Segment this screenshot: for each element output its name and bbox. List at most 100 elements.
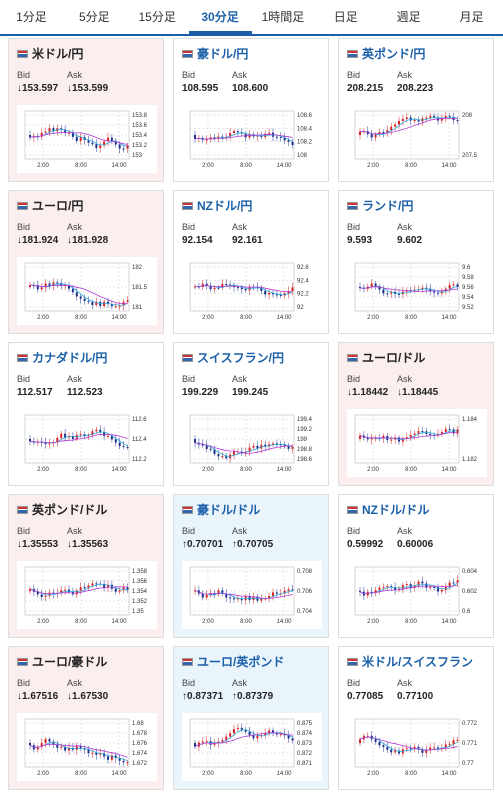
- pair-name[interactable]: カナダドル/円: [17, 349, 107, 366]
- y-tick-label: 1.352: [132, 599, 148, 605]
- candle: [56, 437, 59, 443]
- candle: [382, 745, 385, 748]
- candle: [409, 434, 412, 438]
- rate-card[interactable]: NZドル/円 Bid Ask 92.154 92.161 92.6 92.4 92.2 92 2:…: [173, 190, 329, 334]
- rate-card[interactable]: カナダドル/円 Bid Ask 112.517 112.523 112.6 112.4 112…: [8, 342, 164, 486]
- tab-2[interactable]: 15分足: [138, 10, 176, 24]
- pair-name[interactable]: ユーロ/円: [17, 197, 83, 214]
- candle: [126, 587, 129, 590]
- pair-name[interactable]: 豪ドル/円: [182, 45, 248, 62]
- rate-card[interactable]: ランド/円 Bid Ask 9.593 9.602 9.6 9.58 9.56 9.54 9.52…: [338, 190, 494, 334]
- candle: [221, 136, 224, 138]
- y-tick-label: 1.184: [462, 417, 478, 423]
- rate-card[interactable]: ユーロ/豪ドル Bid Ask ↓1.67516 ↓1.67530 1.68 1.678 1.…: [8, 646, 164, 790]
- candle: [382, 131, 385, 134]
- rate-card[interactable]: 米ドル/円 Bid Ask ↓153.597 ↓153.599 153.8 153.6 153…: [8, 38, 164, 182]
- candle: [437, 292, 439, 294]
- rate-card[interactable]: ユーロ/ドル Bid Ask ↓1.18442 ↓1.18445 1.184 1.182 2:…: [338, 342, 494, 486]
- pair-name[interactable]: ユーロ/英ポンド: [182, 653, 284, 670]
- ask-label: Ask: [67, 526, 83, 536]
- candle: [283, 590, 286, 594]
- ask-value: ↓181.928: [67, 235, 109, 246]
- candle: [409, 117, 412, 121]
- rate-card[interactable]: 英ポンド/円 Bid Ask 208.215 208.223 208 207.5 2:00 8:…: [338, 38, 494, 182]
- pair-name[interactable]: ユーロ/ドル: [347, 349, 425, 366]
- rate-card[interactable]: 豪ドル/円 Bid Ask 108.595 108.600 108.6 108.4 108.2…: [173, 38, 329, 182]
- candle: [287, 140, 290, 142]
- tab-6[interactable]: 週足: [396, 10, 421, 24]
- candle: [264, 290, 267, 295]
- candle: [236, 131, 239, 133]
- candle: [374, 590, 377, 594]
- y-tick-label: 182: [132, 265, 143, 271]
- pair-name[interactable]: NZドル/ドル: [347, 501, 429, 518]
- candle: [83, 748, 86, 750]
- y-tick-label: 1.182: [462, 457, 478, 463]
- candle: [75, 292, 78, 297]
- candle: [456, 120, 459, 122]
- rate-card[interactable]: 米ドル/スイスフラン Bid Ask 0.77085 0.77100 0.772 0.771…: [338, 646, 494, 790]
- tab-5[interactable]: 日足: [333, 10, 358, 24]
- candle: [68, 132, 70, 134]
- tab-4[interactable]: 1時間足: [261, 10, 305, 24]
- candle: [421, 287, 424, 290]
- flag-icon: [182, 353, 193, 362]
- tab-1[interactable]: 5分足: [78, 10, 110, 24]
- pair-name[interactable]: ランド/円: [347, 197, 413, 214]
- candle: [75, 745, 78, 750]
- flag-icon: [347, 353, 358, 362]
- tab-7[interactable]: 月足: [459, 10, 484, 24]
- candle: [429, 433, 432, 435]
- candle: [398, 750, 400, 754]
- candle: [122, 446, 125, 448]
- bid-label: Bid: [182, 678, 196, 688]
- candle: [382, 435, 385, 439]
- flag-icon: [347, 49, 358, 58]
- y-tick-label: 0.873: [297, 741, 313, 747]
- rate-card[interactable]: NZドル/ドル Bid Ask 0.59992 0.60006 0.604 0.602 0.6…: [338, 494, 494, 638]
- pair-name[interactable]: 英ポンド/円: [347, 45, 425, 62]
- rate-card[interactable]: 豪ドル/ドル Bid Ask ↑0.70701 ↑0.70705 0.708 0.706 0.…: [173, 494, 329, 638]
- pair-name[interactable]: スイスフラン/円: [182, 349, 284, 366]
- y-tick-label: 0.771: [462, 741, 478, 747]
- candle: [429, 586, 432, 588]
- candle: [398, 120, 400, 125]
- pair-label: 豪ドル/円: [197, 47, 249, 61]
- bid-label: Bid: [347, 374, 361, 384]
- x-tick-label: 2:00: [37, 315, 49, 321]
- candle: [205, 741, 208, 743]
- ma-long-line: [194, 442, 293, 454]
- rate-card[interactable]: 英ポンド/ドル Bid Ask ↓1.35553 ↓1.35563 1.358 1.356 1…: [8, 494, 164, 638]
- candle: [268, 444, 271, 447]
- pair-name[interactable]: NZドル/円: [182, 197, 252, 214]
- x-tick-label: 8:00: [405, 619, 417, 625]
- tab-3[interactable]: 30分足: [188, 0, 252, 34]
- x-tick-label: 2:00: [37, 619, 49, 625]
- x-tick-label: 8:00: [75, 315, 87, 321]
- ask-label: Ask: [232, 374, 248, 384]
- rate-card[interactable]: ユーロ/円 Bid Ask ↓181.924 ↓181.928 182 181.5 181 2:…: [8, 190, 164, 334]
- candle: [256, 445, 259, 449]
- pair-name[interactable]: ユーロ/豪ドル: [17, 653, 107, 670]
- y-tick-label: 1.68: [132, 721, 144, 727]
- candle: [291, 287, 294, 292]
- candle: [107, 137, 109, 142]
- pair-label: NZドル/ドル: [362, 503, 430, 517]
- rate-card[interactable]: スイスフラン/円 Bid Ask 199.229 199.245 199.4 199.2 19…: [173, 342, 329, 486]
- candle: [29, 285, 31, 287]
- pair-name[interactable]: 英ポンド/ドル: [17, 501, 107, 518]
- pair-name[interactable]: 豪ドル/ドル: [182, 501, 260, 518]
- candle: [374, 134, 377, 138]
- pair-name[interactable]: 米ドル/スイスフラン: [347, 653, 473, 670]
- pair-name[interactable]: 米ドル/円: [17, 45, 83, 62]
- ask-value: ↓1.67530: [67, 691, 109, 702]
- candle: [448, 582, 451, 587]
- rate-card[interactable]: ユーロ/英ポンド Bid Ask ↑0.87371 ↑0.87379 0.875 0.874…: [173, 646, 329, 790]
- candle: [68, 589, 70, 592]
- candle: [279, 444, 282, 446]
- candle: [99, 753, 102, 755]
- tab-0[interactable]: 1分足: [16, 10, 47, 24]
- candle: [221, 740, 224, 742]
- candle: [229, 597, 232, 599]
- candle: [64, 589, 67, 591]
